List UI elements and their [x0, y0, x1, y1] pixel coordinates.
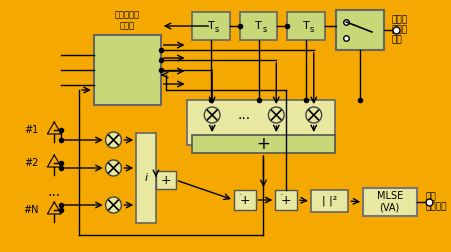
Text: s: s [262, 25, 267, 35]
Text: 復調
シンボル: 復調 シンボル [425, 192, 447, 212]
FancyBboxPatch shape [234, 190, 256, 210]
FancyBboxPatch shape [136, 133, 156, 223]
FancyBboxPatch shape [363, 188, 417, 216]
Text: #2: #2 [24, 158, 38, 168]
FancyBboxPatch shape [193, 135, 336, 153]
Circle shape [306, 107, 322, 123]
FancyBboxPatch shape [156, 171, 175, 189]
Polygon shape [47, 202, 61, 214]
Text: #N: #N [23, 205, 38, 215]
FancyBboxPatch shape [193, 12, 230, 40]
Text: ...: ... [237, 108, 250, 122]
Text: +: + [257, 135, 271, 153]
FancyBboxPatch shape [94, 35, 161, 105]
Text: +: + [161, 173, 171, 186]
Circle shape [106, 132, 121, 148]
FancyBboxPatch shape [275, 190, 297, 210]
Text: MLSE
(VA): MLSE (VA) [377, 191, 403, 213]
Text: -: - [280, 189, 283, 199]
Text: T: T [303, 21, 309, 31]
Text: s: s [309, 25, 314, 35]
FancyBboxPatch shape [336, 10, 384, 50]
FancyBboxPatch shape [188, 100, 336, 145]
Circle shape [204, 107, 220, 123]
FancyBboxPatch shape [311, 190, 348, 212]
Text: +: + [281, 194, 291, 206]
Text: パラメータ
推定部: パラメータ 推定部 [115, 11, 140, 30]
Text: #1: #1 [24, 125, 38, 135]
Text: トレー
ニング
信号: トレー ニング 信号 [392, 15, 408, 45]
Text: | |²: | |² [322, 196, 337, 206]
Text: i: i [144, 173, 147, 183]
Circle shape [106, 197, 121, 213]
Polygon shape [47, 122, 61, 134]
Circle shape [268, 107, 284, 123]
Text: s: s [215, 25, 219, 35]
Text: +: + [239, 194, 250, 206]
Text: -: - [238, 189, 242, 199]
Circle shape [106, 160, 121, 176]
Text: T: T [255, 21, 262, 31]
Polygon shape [47, 155, 61, 167]
Text: T: T [208, 21, 215, 31]
FancyBboxPatch shape [287, 12, 325, 40]
Text: ...: ... [48, 185, 61, 199]
FancyBboxPatch shape [240, 12, 277, 40]
